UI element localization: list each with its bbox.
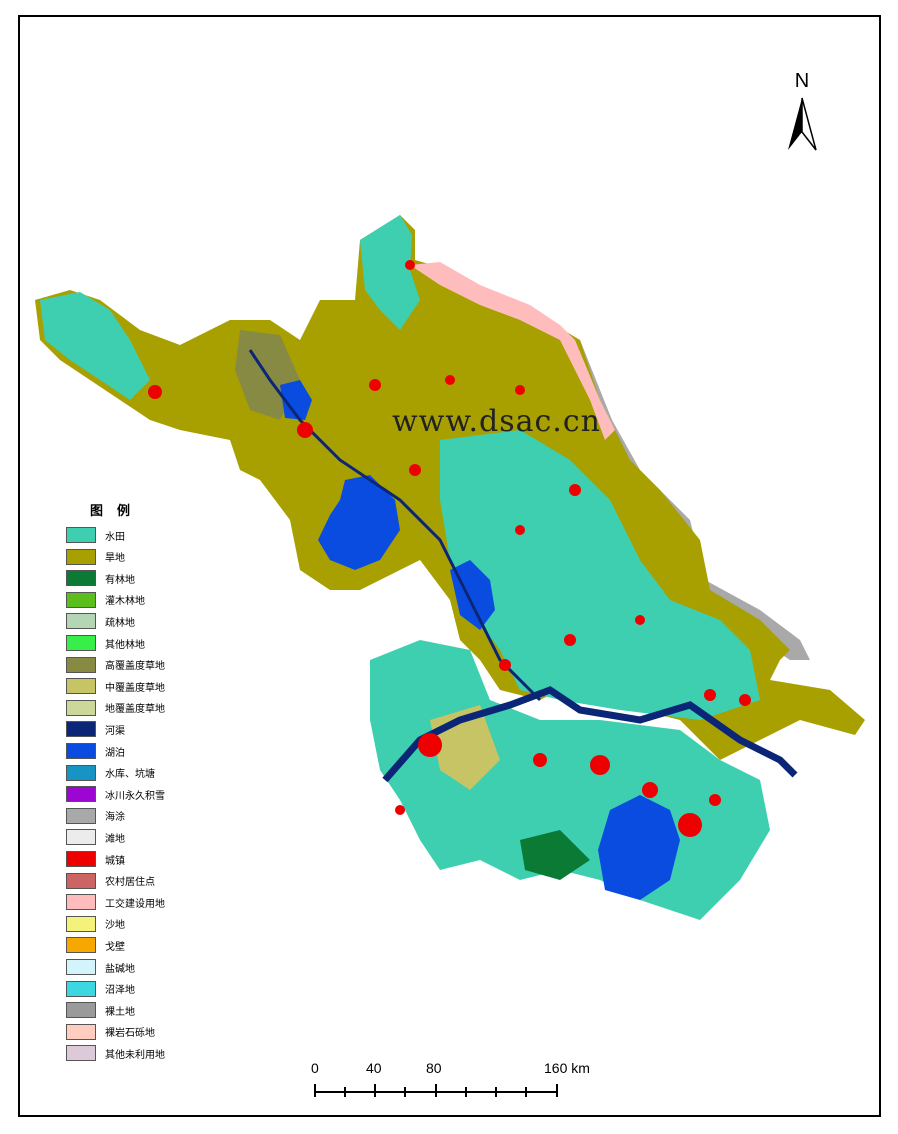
legend-label: 城镇: [105, 855, 125, 867]
legend-label: 其他未利用地: [105, 1049, 165, 1061]
legend-item: 地覆盖度草地: [66, 699, 165, 717]
legend-swatch: [66, 527, 96, 543]
legend-label: 海涂: [105, 812, 125, 824]
urban-areas: [148, 260, 751, 837]
legend-title: 图例: [90, 504, 145, 519]
legend-item: 旱地: [66, 548, 125, 566]
legend-label: 其他林地: [105, 639, 145, 651]
legend-label: 灌木林地: [105, 596, 145, 608]
legend-label: 水田: [105, 531, 125, 543]
north-label: N: [794, 70, 810, 92]
legend-swatch: [66, 678, 96, 695]
legend-item: 疏林地: [66, 612, 135, 630]
legend-item: 裸岩石砾地: [66, 1023, 155, 1041]
legend-item: 沙地: [66, 915, 125, 933]
legend-swatch: [66, 894, 96, 911]
watermark-text: www.dsac.cn: [392, 404, 601, 439]
region-construction-coast: [410, 262, 615, 440]
legend-label: 疏林地: [105, 617, 135, 629]
scale-label-0: 0: [311, 1060, 319, 1076]
legend-item: 水田: [66, 526, 125, 544]
legend-swatch: [66, 872, 96, 889]
legend-label: 滩地: [105, 833, 125, 845]
legend-item: 灌木林地: [66, 591, 145, 609]
legend-label: 沙地: [105, 920, 125, 932]
north-arrow-icon: [788, 97, 817, 151]
legend-item: 戈壁: [66, 936, 125, 954]
legend-swatch: [66, 786, 96, 803]
scale-label-160: 160 km: [544, 1060, 590, 1076]
legend-swatch: [66, 721, 96, 738]
legend-item: 中覆盖度草地: [66, 677, 165, 695]
legend-item: 农村居住点: [66, 872, 155, 890]
legend-swatch: [66, 548, 96, 565]
lake-taihu: [598, 795, 680, 900]
legend-item: 河渠: [66, 720, 125, 738]
scale-bar: 0 40 80 160 km: [300, 1060, 590, 1100]
legend-item: 高覆盖度草地: [66, 656, 165, 674]
legend-swatch: [66, 570, 96, 587]
legend-label: 工交建设用地: [105, 898, 165, 910]
legend-item: 裸土地: [66, 1001, 135, 1019]
legend-label: 湖泊: [105, 747, 125, 759]
legend-label: 冰川永久积雪: [105, 790, 165, 802]
region-paddy-north: [360, 215, 420, 330]
legend-item: 冰川永久积雪: [66, 785, 165, 803]
legend-item: 湖泊: [66, 742, 125, 760]
legend-item: 有林地: [66, 569, 135, 587]
scale-label-80: 80: [426, 1060, 442, 1076]
legend-label: 中覆盖度草地: [105, 682, 165, 694]
legend-label: 高覆盖度草地: [105, 661, 165, 673]
legend-label: 河渠: [105, 725, 125, 737]
legend-label: 地覆盖度草地: [105, 704, 165, 716]
legend-label: 农村居住点: [105, 877, 155, 889]
legend-swatch: [66, 829, 96, 846]
legend-label: 沼泽地: [105, 985, 135, 997]
legend-item: 沼泽地: [66, 980, 135, 998]
region-forest-southwest: [520, 830, 590, 880]
legend-label: 旱地: [105, 553, 125, 565]
legend-swatch: [66, 851, 96, 867]
legend-swatch: [66, 1002, 96, 1019]
legend-item: 海涂: [66, 807, 125, 825]
lake-luoma: [280, 380, 312, 420]
scale-label-40: 40: [366, 1060, 382, 1076]
region-paddy-east: [440, 430, 760, 720]
legend-label: 有林地: [105, 574, 135, 586]
lake-gaoyou: [450, 560, 495, 630]
legend-swatch: [66, 613, 96, 630]
legend-swatch: [66, 1045, 96, 1062]
legend-label: 盐碱地: [105, 963, 135, 975]
legend-swatch: [66, 959, 96, 975]
legend-swatch: [66, 980, 96, 997]
legend-swatch: [66, 699, 96, 716]
legend-swatch: [66, 937, 96, 954]
legend-swatch: [66, 743, 96, 759]
legend-swatch: [66, 591, 96, 608]
legend-item: 其他林地: [66, 634, 145, 652]
legend-swatch: [66, 656, 96, 673]
legend-swatch: [66, 635, 96, 651]
region-paddy-northwest: [40, 292, 150, 400]
legend-item: 其他未利用地: [66, 1044, 165, 1062]
legend-item: 滩地: [66, 828, 125, 846]
river-canal: [248, 349, 542, 702]
legend-swatch: [66, 807, 96, 824]
legend-label: 裸岩石砾地: [105, 1028, 155, 1040]
north-arrow: N: [782, 70, 822, 160]
legend-item: 盐碱地: [66, 958, 135, 976]
legend-label: 裸土地: [105, 1006, 135, 1018]
legend-swatch: [66, 764, 96, 781]
legend-label: 戈壁: [105, 941, 125, 953]
legend-item: 城镇: [66, 850, 125, 868]
lake-hongze: [318, 475, 400, 570]
legend-swatch: [66, 1023, 96, 1040]
river-yangtze: [382, 686, 798, 783]
scale-bar-ruler: [314, 1084, 558, 1097]
legend-item: 水库、坑塘: [66, 764, 155, 782]
legend-item: 工交建设用地: [66, 893, 165, 911]
legend-label: 水库、坑塘: [105, 769, 155, 781]
legend-swatch: [66, 915, 96, 932]
